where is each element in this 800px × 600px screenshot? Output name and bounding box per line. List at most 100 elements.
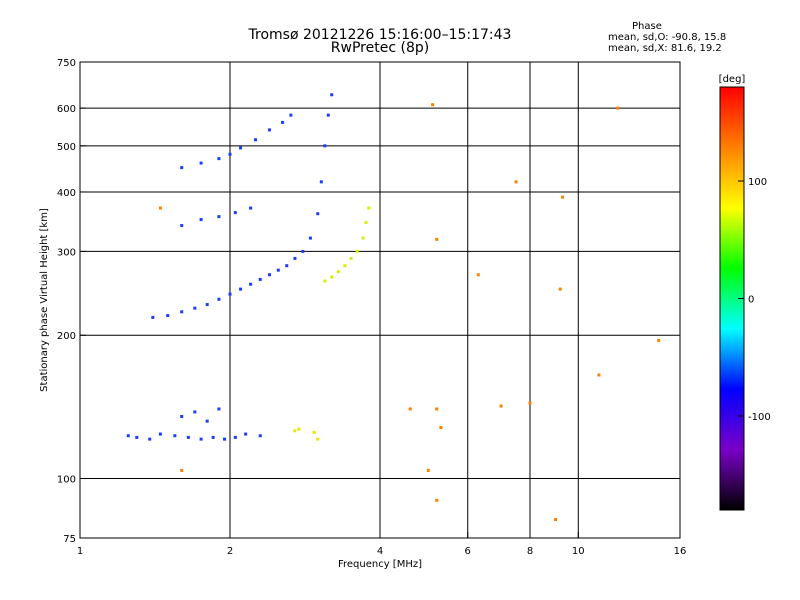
y-tick-label: 75 — [63, 534, 76, 545]
data-point — [326, 113, 330, 117]
data-point — [431, 103, 435, 107]
data-point — [223, 437, 227, 441]
data-point — [253, 138, 257, 142]
data-point — [316, 212, 320, 216]
data-point — [126, 434, 130, 438]
data-point — [289, 113, 293, 117]
colorbar-tick-label: -100 — [748, 412, 771, 423]
data-point — [267, 273, 271, 277]
data-point — [180, 166, 184, 170]
data-point — [233, 211, 237, 215]
data-point — [180, 310, 184, 314]
y-tick-label: 750 — [57, 58, 76, 69]
data-point — [249, 206, 253, 210]
data-point — [435, 498, 439, 502]
data-point — [180, 224, 184, 228]
data-point — [244, 432, 248, 436]
data-point — [258, 434, 262, 438]
data-point — [301, 249, 305, 253]
data-point — [217, 215, 221, 219]
data-point — [173, 434, 177, 438]
data-point — [199, 161, 203, 165]
x-tick-label: 16 — [674, 546, 687, 557]
data-point — [323, 144, 327, 148]
data-point — [364, 221, 368, 225]
data-point — [435, 237, 439, 241]
data-point — [180, 414, 184, 418]
data-point — [361, 236, 365, 240]
data-point — [476, 273, 480, 277]
data-point — [193, 306, 197, 310]
data-point — [616, 106, 620, 110]
data-point — [499, 404, 503, 408]
data-point — [193, 410, 197, 414]
phase-heading: Phase — [632, 21, 662, 32]
data-point — [276, 268, 280, 272]
data-point — [158, 206, 162, 210]
data-point — [151, 315, 155, 319]
data-point — [323, 279, 327, 283]
colorbar-tick-label: 100 — [748, 177, 767, 188]
x-tick-label: 10 — [572, 546, 585, 557]
data-point — [285, 264, 289, 268]
data-point — [312, 430, 316, 434]
data-point — [408, 407, 412, 411]
data-point — [228, 292, 232, 296]
data-point — [186, 435, 190, 439]
data-point — [367, 206, 371, 210]
data-point — [514, 180, 518, 184]
data-point — [239, 287, 243, 291]
data-point — [597, 373, 601, 377]
y-tick-label: 400 — [57, 188, 76, 199]
data-point — [158, 432, 162, 436]
data-point — [199, 218, 203, 222]
data-point — [199, 437, 203, 441]
data-point — [297, 427, 301, 431]
chart-title: Tromsø 20121226 15:16:00–15:17:43 — [248, 27, 512, 43]
data-point — [281, 120, 285, 124]
data-point — [233, 435, 237, 439]
phase-o-mode-stats: mean, sd,O: -90.8, 15.8 — [608, 32, 727, 43]
colorbar: [deg] 100 0 -100 — [719, 74, 771, 511]
x-tick-label: 6 — [465, 546, 471, 557]
data-point — [293, 256, 297, 260]
data-point — [435, 407, 439, 411]
data-point — [316, 437, 320, 441]
data-point — [426, 468, 430, 472]
data-point — [267, 128, 271, 132]
data-point — [217, 407, 221, 411]
data-point — [558, 287, 562, 291]
data-point — [205, 303, 209, 307]
x-tick-label: 2 — [227, 546, 233, 557]
y-tick-label: 600 — [57, 104, 76, 115]
x-axis-title: Frequency [MHz] — [338, 559, 422, 570]
y-tick-label: 200 — [57, 331, 76, 342]
data-point — [343, 264, 347, 268]
data-point — [439, 425, 443, 429]
data-point — [308, 236, 312, 240]
data-point — [293, 429, 297, 433]
data-point — [249, 282, 253, 286]
data-points — [126, 93, 661, 522]
data-point — [205, 419, 209, 423]
data-point — [217, 297, 221, 301]
colorbar-gradient — [719, 86, 745, 511]
data-point — [211, 435, 215, 439]
data-point — [553, 518, 557, 522]
data-point — [319, 180, 323, 184]
x-tick-label: 4 — [377, 546, 383, 557]
phase-x-mode-stats: mean, sd,X: 81.6, 19.2 — [608, 43, 722, 54]
y-tick-label: 300 — [57, 247, 76, 258]
gridlines — [80, 62, 680, 538]
y-axis-ticks: 750 600 500 400 300 200 100 75 — [57, 58, 86, 545]
y-tick-label: 500 — [57, 142, 76, 153]
data-point — [330, 93, 334, 97]
data-point — [349, 256, 353, 260]
data-point — [561, 195, 565, 199]
colorbar-unit-label: [deg] — [719, 74, 746, 85]
data-point — [355, 249, 359, 253]
data-point — [217, 157, 221, 161]
y-axis-title: Stationary phase Virtual Height [km] — [39, 208, 50, 392]
